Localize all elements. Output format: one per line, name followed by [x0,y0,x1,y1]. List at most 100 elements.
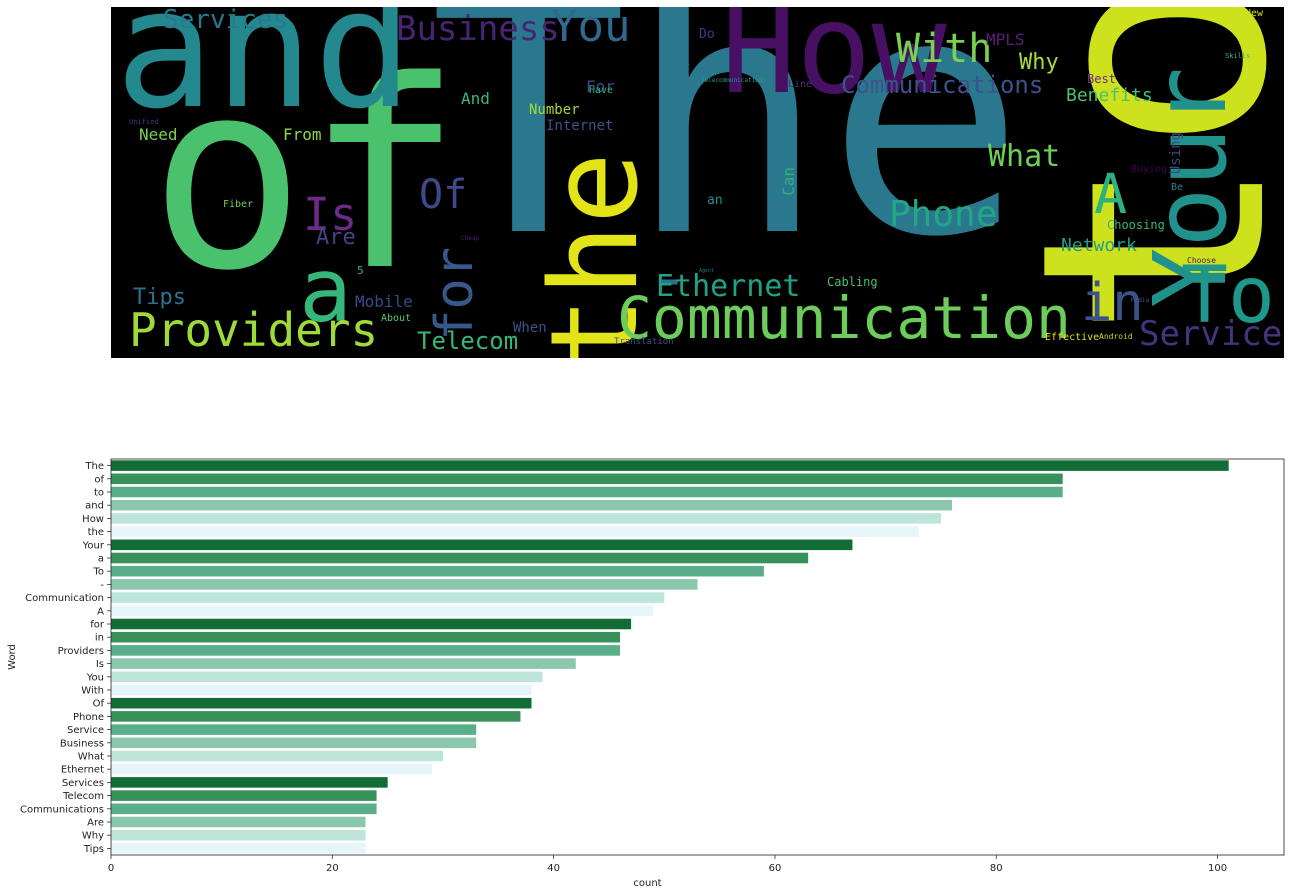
cloud-word: of [149,26,463,328]
bar [111,777,388,788]
cloud-word: When [513,320,547,336]
cloud-word: Fiber [223,199,254,210]
y-tick-label: A [97,606,104,617]
cloud-word: Internet [546,118,614,134]
bar [111,565,764,577]
y-tick-label: You [86,672,104,683]
word-cloud: ThetoofandHowtheYouraTo-CommunicationAfo… [111,7,1284,358]
y-tick-label: Is [96,659,104,670]
cloud-word: What [988,139,1061,174]
cloud-word: Unified [129,118,159,126]
bar [111,658,576,669]
y-tick-label: to [94,488,104,499]
cloud-word: Best [1087,72,1116,86]
y-tick-label: Communications [20,804,104,815]
x-tick-label: 100 [1208,863,1227,874]
bar [111,539,853,551]
x-tick-label: 60 [769,863,782,874]
bar [111,737,477,749]
bar [111,750,443,762]
bar [111,684,532,696]
bar [111,697,532,709]
cloud-word: Why [1019,50,1059,75]
cloud-word: an [707,193,723,208]
bar [111,763,432,775]
cloud-word: From [283,125,322,144]
cloud-word: Can [779,167,798,196]
y-tick-label: What [78,752,104,763]
y-tick-label: Business [60,738,104,749]
cloud-word: Be [1171,182,1184,193]
cloud-word: With [896,26,993,72]
cloud-word: Benefits [1066,85,1153,106]
y-tick-label: Of [93,699,105,710]
cloud-word: Choose [1187,256,1216,265]
y-tick-label: a [98,554,104,565]
bar [111,552,809,564]
y-tick-label: and [85,501,104,512]
cloud-word: Translation [614,337,674,347]
bar [111,579,698,590]
bar [111,513,941,524]
cloud-word: A [1094,162,1128,226]
word-count-bar-chart: The of to and How the Your a To - Communication Afo… [7,458,1285,889]
x-tick-label: 20 [326,863,339,874]
cloud-word: Need [139,125,178,144]
cloud-word: For [586,77,615,96]
bar [111,592,665,603]
bar [111,605,654,617]
cloud-word: Tips [133,285,186,310]
bar [111,631,621,643]
y-tick-label: in [95,633,104,644]
cloud-word: Media [1131,297,1150,304]
cloud-word: How [721,7,947,122]
y-tick-label: for [90,620,105,631]
bar [111,486,1063,498]
bar [111,618,632,630]
cloud-word: And [461,89,490,108]
cloud-word: The [429,7,1026,309]
bar [111,645,621,656]
x-axis-label: count [633,878,661,889]
plot-frame [110,458,1285,856]
y-tick-label: The [84,461,104,472]
cloud-word: Providers [129,303,379,357]
cloud-word: - [651,241,689,314]
cloud-word: Services [163,7,289,35]
cloud-word: Network [1061,235,1137,256]
y-tick-label: With [81,686,104,697]
bar [111,711,521,722]
bar [111,829,366,841]
cloud-word: Telecom [417,327,519,355]
cloud-word: Are [316,225,356,250]
y-axis-label: Word [7,644,18,670]
bar [111,803,377,815]
cloud-word: Cheap [461,235,480,242]
y-tick-label: Communication [25,593,104,604]
cloud-word: Phone [889,194,998,235]
y-tick-label: Why [82,831,104,842]
bar [111,724,477,735]
cloud-word: Number [529,102,580,118]
y-tick-label: Phone [73,712,104,723]
y-tick-label: Service [67,725,104,736]
cloud-word: Service [1139,314,1283,354]
bar [111,671,543,683]
cloud-word: About [381,313,412,324]
bar [111,460,1229,471]
y-tick-label: Your [82,540,105,551]
cloud-word: Using [1168,132,1184,175]
y-tick-label: Telecom [62,791,104,802]
bar [111,526,919,537]
cloud-word: Telecommunications [701,77,767,84]
bar [111,499,953,511]
bar [111,843,366,854]
y-tick-label: - [100,580,104,591]
cloud-word: in [1081,273,1144,333]
y-tick-label: Tips [83,844,104,855]
bar [111,816,366,828]
cloud-word: MPLS [986,30,1025,49]
cloud-word: Android [1099,332,1133,341]
cloud-word: You [551,7,631,52]
y-tick-label: Providers [58,646,104,657]
